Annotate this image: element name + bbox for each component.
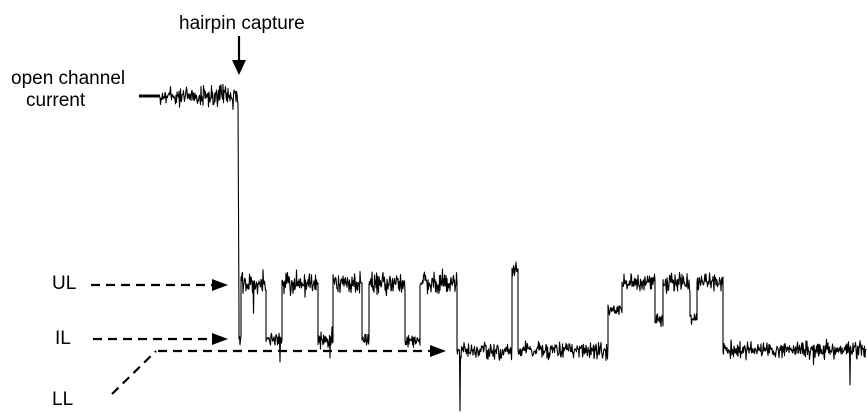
- hairpin-capture-label: hairpin capture: [179, 13, 305, 34]
- open-channel-label-line2: current: [26, 90, 86, 111]
- ll-arrow: [111, 345, 446, 395]
- ul-label: UL: [52, 273, 76, 294]
- ll-label: LL: [52, 389, 73, 410]
- il-arrow: [93, 333, 228, 345]
- hairpin-capture-arrow: [232, 36, 246, 75]
- il-label: IL: [55, 328, 71, 349]
- open-channel-label-line1: open channel: [11, 68, 125, 89]
- ul-arrow: [91, 279, 228, 291]
- current-trace: [159, 83, 867, 412]
